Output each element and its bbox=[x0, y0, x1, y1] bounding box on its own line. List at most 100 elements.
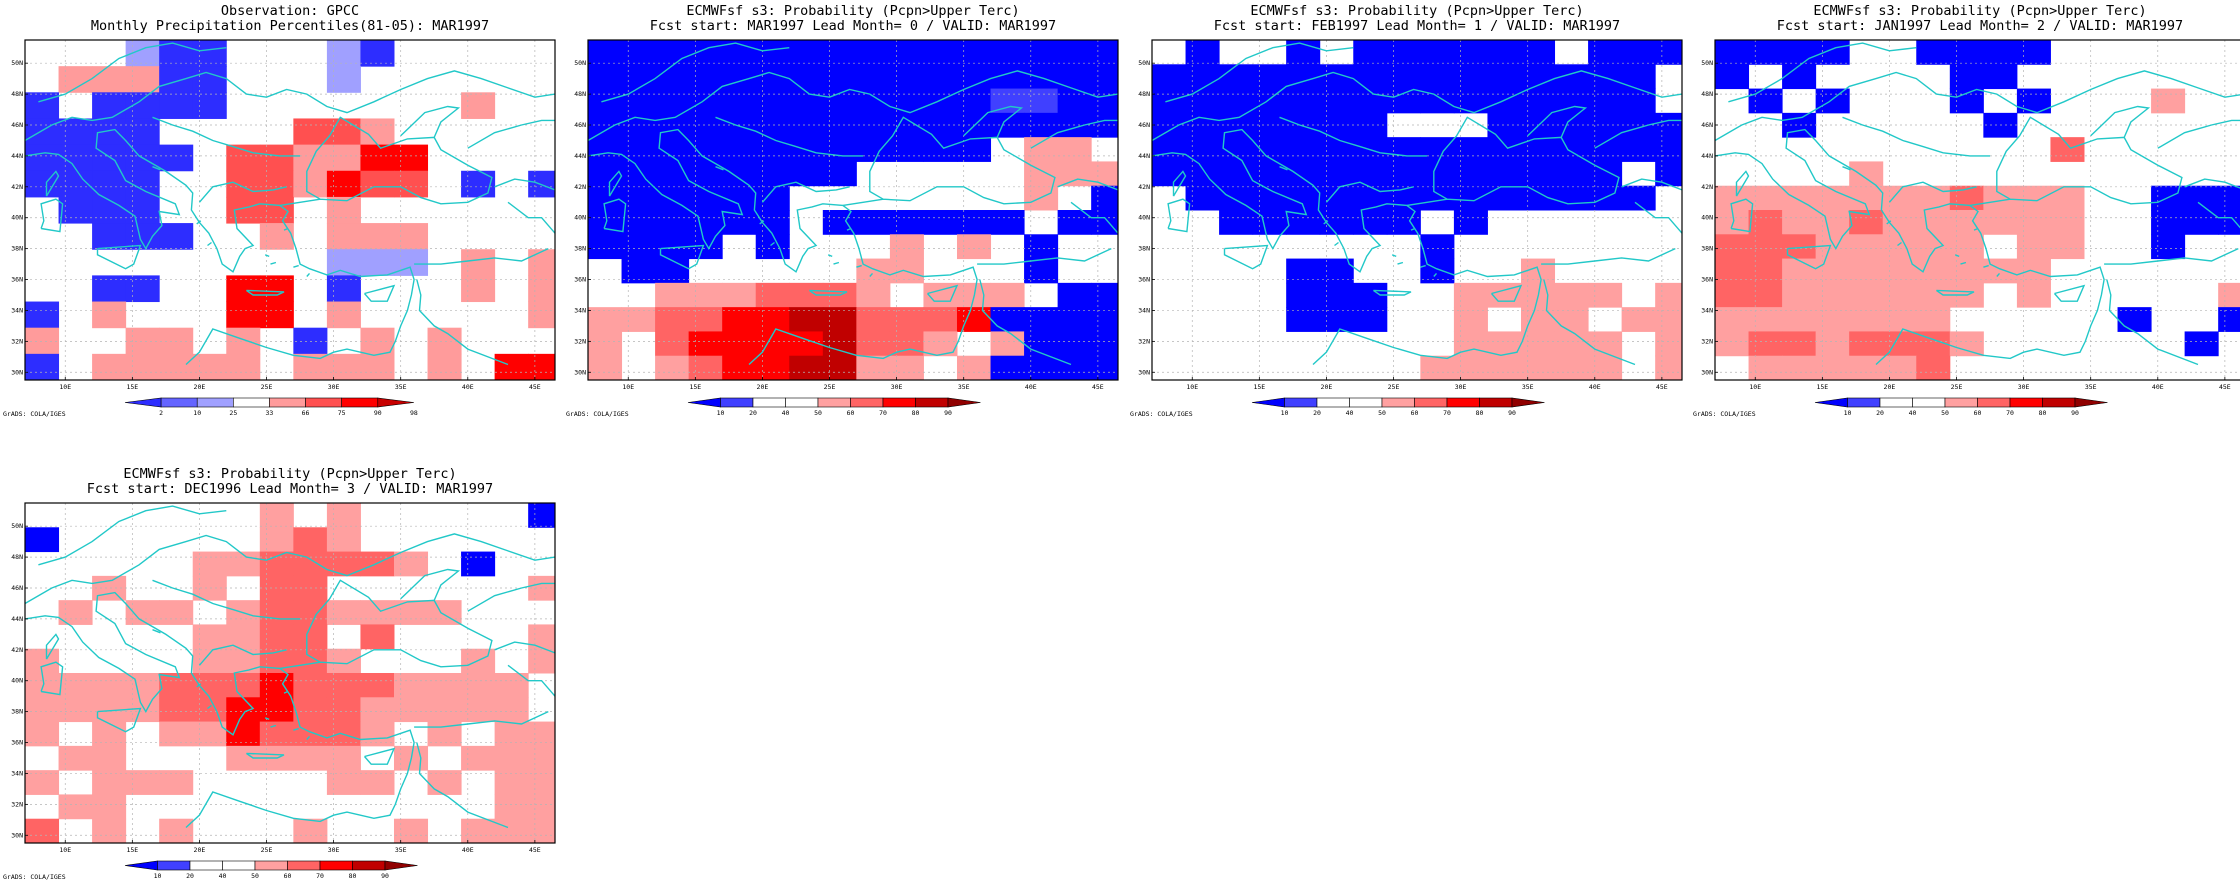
coastline bbox=[1279, 116, 1428, 157]
map-cell bbox=[822, 331, 857, 357]
map-cell bbox=[461, 745, 496, 771]
lon-tick-label: 30E bbox=[328, 383, 340, 391]
lat-tick-label: 42N bbox=[11, 183, 23, 191]
map-cell bbox=[259, 503, 294, 528]
map-cell bbox=[923, 307, 958, 332]
map-cell bbox=[326, 503, 361, 528]
map-cell bbox=[1949, 210, 1984, 235]
map-cell bbox=[192, 66, 227, 93]
map-cell bbox=[461, 697, 496, 723]
map-cell bbox=[1815, 331, 1850, 357]
map-cell bbox=[1024, 234, 1059, 260]
map-cell bbox=[1453, 307, 1488, 332]
map-cell bbox=[92, 92, 127, 119]
map-cell bbox=[293, 527, 328, 553]
map-cell bbox=[2050, 185, 2085, 211]
map-cell bbox=[1588, 88, 1623, 114]
map-cell bbox=[461, 249, 496, 276]
map-cell bbox=[293, 745, 328, 771]
map-cell bbox=[25, 353, 60, 381]
map-cell bbox=[755, 137, 790, 162]
colorbar-swatch bbox=[817, 397, 851, 408]
coastline bbox=[38, 42, 227, 103]
colorbar-label: 10 bbox=[1281, 409, 1289, 417]
map-cell bbox=[159, 818, 194, 844]
coastline bbox=[416, 279, 509, 366]
map-cell bbox=[92, 770, 127, 795]
map-cell bbox=[2016, 185, 2051, 211]
map-cell bbox=[360, 697, 395, 723]
lon-tick-label: 25E bbox=[824, 383, 836, 391]
coastline bbox=[283, 227, 289, 231]
map-cell bbox=[1621, 88, 1656, 114]
coastline bbox=[1936, 289, 1975, 296]
colorbar-label: 60 bbox=[1411, 409, 1419, 417]
lat-tick-label: 40N bbox=[11, 677, 23, 685]
colorbar-swatch bbox=[2042, 397, 2076, 408]
colorbar-label: 40 bbox=[1909, 409, 1917, 417]
lat-tick-label: 44N bbox=[574, 152, 586, 160]
map-cell bbox=[856, 331, 891, 357]
map-cell bbox=[259, 624, 294, 650]
coastline bbox=[1433, 272, 1438, 277]
map-cell bbox=[1520, 307, 1556, 332]
map-cell bbox=[125, 92, 160, 119]
lat-tick-label: 46N bbox=[1138, 121, 1150, 129]
map-cell bbox=[1849, 161, 1884, 187]
map-cell bbox=[1024, 40, 1059, 65]
map-cell bbox=[159, 600, 194, 625]
map-cell bbox=[494, 697, 529, 723]
map-cell bbox=[1882, 234, 1917, 260]
lat-tick-label: 50N bbox=[1701, 59, 1713, 67]
map-cell bbox=[494, 745, 529, 771]
coastline bbox=[977, 247, 1112, 265]
lat-tick-label: 36N bbox=[11, 276, 23, 284]
map-cell bbox=[1091, 40, 1119, 65]
map-cell bbox=[688, 40, 723, 65]
lat-tick-label: 32N bbox=[574, 337, 586, 345]
coastline bbox=[414, 710, 549, 728]
map-cell bbox=[1983, 185, 2018, 211]
lon-tick-label: 15E bbox=[126, 846, 138, 854]
colorbar-end bbox=[124, 397, 162, 408]
map-cell bbox=[1520, 331, 1556, 357]
coastline bbox=[1030, 119, 1118, 149]
map-cell bbox=[1520, 161, 1556, 187]
map-cell bbox=[92, 301, 127, 329]
coastline bbox=[198, 644, 287, 666]
coastline bbox=[1594, 119, 1682, 149]
map-cell bbox=[722, 331, 757, 357]
map-cell bbox=[1420, 64, 1455, 90]
map-cell bbox=[822, 210, 857, 235]
map-cell bbox=[588, 234, 623, 260]
map-cell bbox=[1621, 40, 1656, 65]
map-cell bbox=[1815, 88, 1850, 114]
map-cell bbox=[1091, 282, 1119, 308]
map-cell bbox=[1091, 88, 1119, 114]
colorbar-swatch bbox=[1446, 397, 1480, 408]
map-cell bbox=[1091, 355, 1119, 381]
coastline bbox=[45, 170, 60, 197]
coastline bbox=[2053, 284, 2086, 302]
lat-tick-label: 32N bbox=[11, 800, 23, 808]
map-cell bbox=[1748, 307, 1783, 332]
lat-tick-label: 42N bbox=[574, 183, 586, 191]
map-cell bbox=[1621, 185, 1656, 211]
coastline bbox=[1070, 201, 1119, 234]
coastline bbox=[1634, 201, 1683, 234]
coastline bbox=[279, 579, 493, 670]
coastline bbox=[40, 661, 64, 696]
map-cell bbox=[2218, 282, 2240, 308]
panel-title-line2: Fcst start: FEB1997 Lead Month= 1 / VALI… bbox=[1213, 18, 1621, 34]
map-cell bbox=[159, 353, 194, 381]
map-cell bbox=[923, 88, 958, 114]
coastline bbox=[715, 166, 724, 171]
map-cell bbox=[923, 210, 958, 235]
map-cell bbox=[822, 161, 857, 187]
map-cell bbox=[1057, 88, 1092, 114]
map-cell bbox=[25, 144, 60, 172]
lat-tick-label: 34N bbox=[574, 306, 586, 314]
panel-title-line2: Fcst start: MAR1997 Lead Month= 0 / VALI… bbox=[649, 18, 1057, 34]
panel-title-line2: Fcst start: DEC1996 Lead Month= 3 / VALI… bbox=[86, 481, 494, 497]
map-plot: 30N 32N 34N 36N 38N 40N 42N 44N 46N 48N 50N 10E 15E 2… bbox=[1701, 39, 2240, 417]
